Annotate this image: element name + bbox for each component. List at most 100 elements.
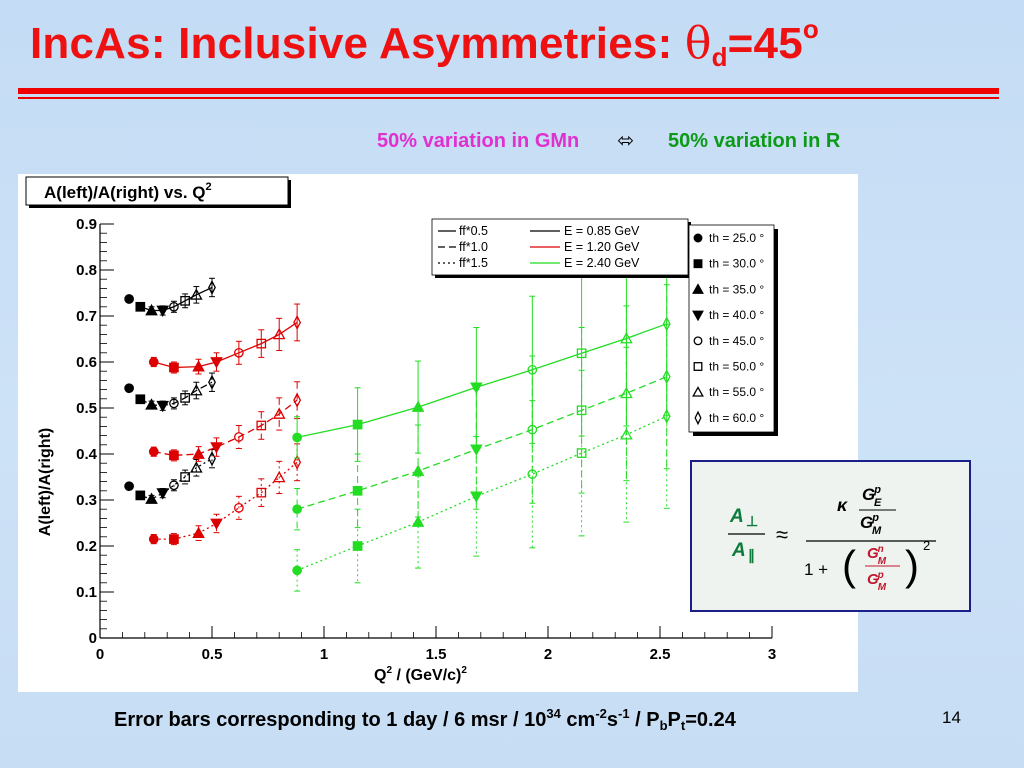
data-point-marker	[135, 490, 146, 501]
data-point-marker	[352, 541, 363, 551]
data-point-marker	[124, 383, 134, 394]
legend-angle-label: th = 25.0 °	[709, 231, 764, 245]
y-tick-label: 0.4	[76, 446, 98, 463]
data-point-marker	[234, 432, 244, 442]
data-point-marker	[145, 303, 158, 316]
x-tick-label: 2.5	[650, 646, 671, 663]
chart-title-box: A(left)/A(right) vs. Q2	[25, 176, 291, 208]
legend-ff-label: ff*1.5	[459, 256, 488, 270]
footer-sub-t: t	[680, 718, 686, 733]
y-tick-label: 0.1	[76, 584, 97, 601]
data-point-marker	[148, 446, 159, 457]
data-point-marker	[169, 362, 179, 373]
data-point-marker	[527, 424, 538, 435]
data-point-marker	[293, 314, 302, 331]
variation-gmn-label: 50% variation in GMn	[377, 130, 580, 152]
x-tick-label: 1.5	[426, 646, 447, 663]
title-rule-thin	[18, 97, 999, 99]
data-point-marker	[208, 279, 216, 296]
data-point-marker	[148, 357, 159, 367]
legend-angle-label: th = 35.0 °	[709, 282, 764, 296]
x-tick-label: 1	[320, 646, 328, 663]
data-point-marker	[180, 295, 190, 306]
formula-kappa: κ	[837, 495, 848, 515]
data-point-marker	[292, 565, 302, 576]
formula-gm-n: Gn M	[867, 544, 887, 567]
data-point-marker	[169, 534, 179, 544]
title-angle-value: =45	[727, 19, 803, 68]
legend-ff-label: ff*0.5	[459, 224, 488, 238]
formula-one-plus: 1 +	[804, 560, 828, 579]
data-point-marker	[272, 470, 286, 483]
series-line	[296, 376, 667, 510]
plot-area: A(left)/A(right) vs. Q2 0 0.5 1 1.5 2 2.5 3 0 0.…	[18, 174, 858, 692]
formula-left-paren: (	[842, 542, 856, 589]
data-point-marker	[169, 480, 179, 491]
data-point-marker	[527, 364, 538, 375]
series-line	[296, 323, 667, 439]
asymmetry-chart: A(left)/A(right) vs. Q2 0 0.5 1 1.5 2 2.5 300.…	[25, 176, 778, 684]
data-point-marker	[156, 400, 170, 413]
data-point-marker	[692, 386, 704, 397]
data-point-marker	[192, 526, 205, 538]
data-point-marker	[470, 444, 483, 456]
legend-ff-label: ff*1.0	[459, 240, 488, 254]
legend-angle-label: th = 60.0 °	[709, 411, 764, 425]
data-point-marker	[693, 336, 703, 346]
variation-caption: 50% variation in GMn ⬄ 50% variation in R	[377, 128, 840, 153]
data-point-marker	[256, 338, 267, 349]
legend-formfactor: ff*0.5 ff*1.0 ff*1.5 E = 0.85 GeV E = 1.20 G…	[431, 218, 691, 278]
data-point-marker	[135, 301, 146, 312]
slide-title-text: IncAs: Inclusive Asymmetries:	[30, 19, 685, 68]
title-rule-thick	[18, 88, 999, 94]
legend-angle-label: th = 55.0 °	[709, 385, 764, 399]
data-point-marker	[124, 481, 134, 492]
data-point-marker	[210, 442, 223, 454]
data-point-marker	[576, 348, 587, 359]
data-point-marker	[693, 259, 703, 269]
data-point-marker	[169, 301, 179, 312]
data-point-marker	[256, 420, 267, 431]
series-E0.85-ff1.0	[124, 372, 216, 413]
data-point-marker	[411, 464, 425, 476]
footer-exp-minus1: -1	[618, 706, 630, 721]
data-point-marker	[208, 450, 216, 467]
formula-right-paren: )	[905, 542, 919, 589]
y-tick-label: 0.7	[76, 308, 97, 325]
y-axis-label: A(left)/A(right)	[37, 428, 54, 536]
data-point-marker	[662, 369, 671, 385]
x-tick-label: 2	[544, 646, 552, 663]
formula-ge-p: Gp E	[862, 484, 882, 509]
footer-exp-minus2: -2	[595, 706, 607, 721]
legend-angle-label: th = 30.0 °	[709, 257, 764, 271]
data-point-marker	[576, 448, 587, 458]
y-tick-label: 0.3	[76, 492, 97, 509]
data-point-marker	[470, 382, 483, 394]
series-E0.85-ff1.5	[124, 448, 216, 504]
data-point-marker	[156, 305, 170, 318]
footer-p: P	[667, 709, 681, 731]
legend-angle-label: th = 45.0 °	[709, 334, 764, 348]
data-point-marker	[693, 233, 703, 243]
series-E2.40-ff1.5	[292, 323, 671, 592]
footer-value: =0.24	[685, 709, 736, 731]
data-point-marker	[352, 485, 363, 496]
footer-unit-s: s	[606, 709, 618, 731]
data-point-marker	[180, 393, 190, 403]
y-tick-label: 0.2	[76, 538, 97, 555]
data-point-marker	[272, 407, 286, 419]
formula-approx-symbol: ≈	[776, 522, 788, 547]
data-point-marker	[208, 374, 216, 390]
data-point-marker	[293, 454, 302, 470]
x-axis-label: Q2 / (GeV/c)2	[374, 665, 467, 684]
data-point-marker	[135, 394, 146, 405]
data-point-marker	[124, 294, 134, 304]
data-point-marker	[169, 398, 179, 409]
y-tick-label: 0.6	[76, 354, 97, 371]
series-layer	[124, 231, 671, 592]
footer-caption: Error bars corresponding to 1 day / 6 ms…	[114, 706, 736, 733]
footer-exp-34: 34	[546, 706, 561, 721]
chart-title: A(left)/A(right) vs. Q	[44, 183, 206, 202]
formula-lhs-denominator: A	[731, 540, 746, 561]
formula-exponent-two: 2	[923, 538, 930, 553]
